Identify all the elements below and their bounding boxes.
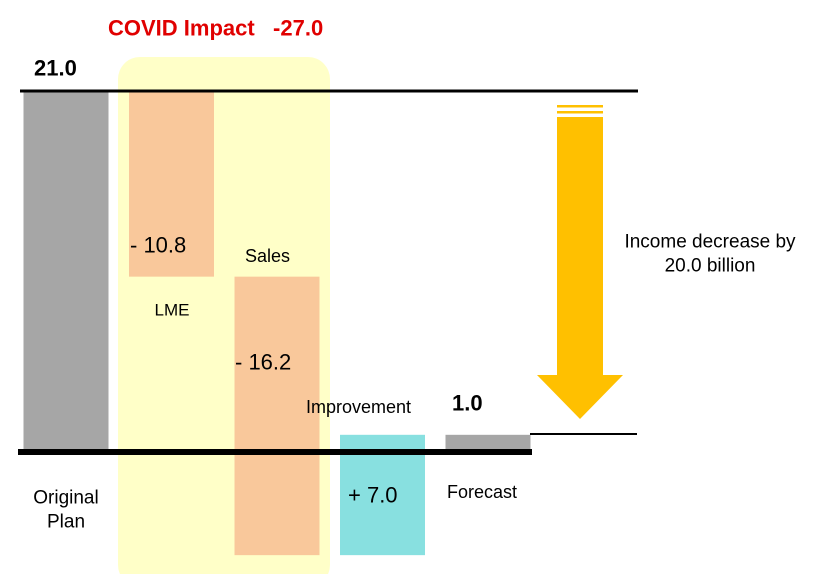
category-label: Improvement (306, 396, 412, 417)
bar (445, 434, 531, 452)
category-label: Forecast (447, 481, 518, 502)
category-label: Sales (245, 245, 291, 266)
value-label: + 7.0 (348, 482, 398, 508)
bars (23, 91, 531, 556)
category-label: Original Plan (33, 487, 99, 532)
value-label: 1.0 (452, 390, 483, 416)
bar (129, 91, 214, 277)
value-label: - 10.8 (130, 232, 187, 258)
decrease-arrow (537, 105, 623, 419)
title-text: COVID Impact (108, 15, 255, 41)
value-label: - 16.2 (235, 349, 292, 375)
value-label: 21.0 (34, 55, 77, 81)
bar (23, 91, 109, 452)
bar (234, 276, 320, 556)
chart-title: COVID Impact -27.0 (108, 14, 323, 42)
category-label: LME (154, 300, 190, 320)
title-value: -27.0 (273, 15, 324, 41)
annotation: Income decrease by 20.0 billion (624, 231, 796, 276)
